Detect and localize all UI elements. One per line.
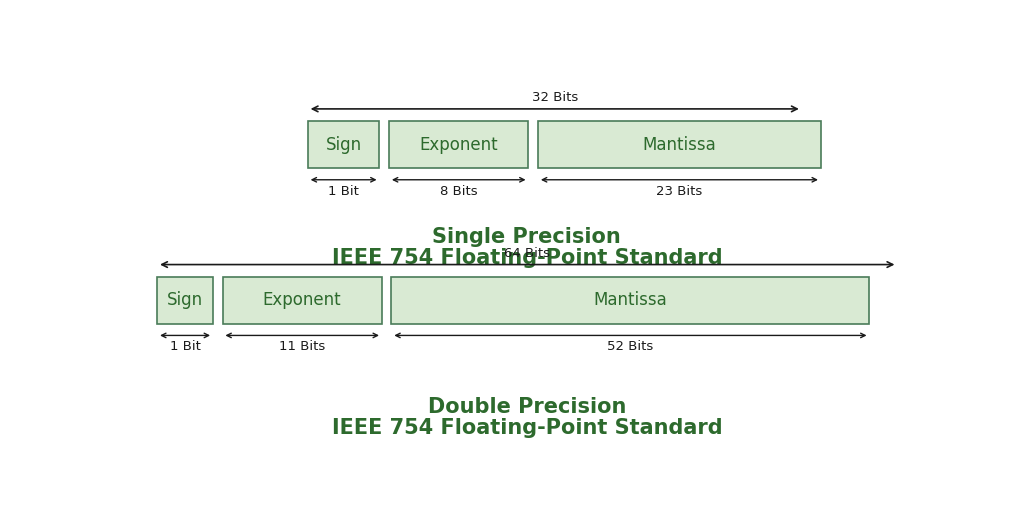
FancyBboxPatch shape — [389, 121, 528, 168]
FancyBboxPatch shape — [392, 277, 870, 324]
Text: 23 Bits: 23 Bits — [656, 185, 702, 198]
Text: Sign: Sign — [167, 292, 204, 310]
Text: Exponent: Exponent — [263, 292, 341, 310]
Text: 52 Bits: 52 Bits — [608, 340, 654, 353]
Text: Exponent: Exponent — [419, 136, 498, 154]
Text: IEEE 754 Floating-Point Standard: IEEE 754 Floating-Point Standard — [332, 247, 722, 268]
Text: Mantissa: Mantissa — [642, 136, 717, 154]
Text: 1 Bit: 1 Bit — [170, 340, 200, 353]
Text: 1 Bit: 1 Bit — [328, 185, 359, 198]
Text: Mantissa: Mantissa — [593, 292, 667, 310]
FancyBboxPatch shape — [222, 277, 381, 324]
Text: Single Precision: Single Precision — [433, 227, 621, 247]
FancyBboxPatch shape — [307, 121, 379, 168]
Text: Sign: Sign — [326, 136, 362, 154]
FancyBboxPatch shape — [538, 121, 820, 168]
Text: 64 Bits: 64 Bits — [505, 247, 550, 260]
Text: 32 Bits: 32 Bits — [531, 91, 578, 104]
Text: 11 Bits: 11 Bits — [279, 340, 325, 353]
FancyBboxPatch shape — [157, 277, 213, 324]
Text: 8 Bits: 8 Bits — [440, 185, 478, 198]
Text: IEEE 754 Floating-Point Standard: IEEE 754 Floating-Point Standard — [332, 418, 722, 438]
Text: Double Precision: Double Precision — [428, 397, 626, 417]
